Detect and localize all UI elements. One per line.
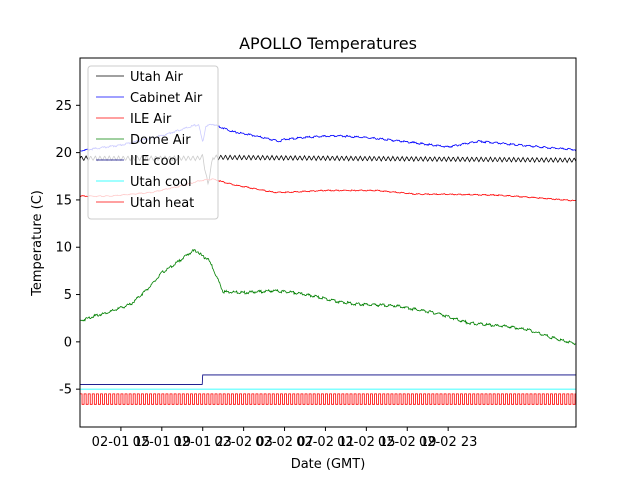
- y-tick-label: 15: [55, 193, 72, 208]
- y-tick-label: 20: [55, 146, 72, 161]
- series-line-dome-air: [80, 249, 576, 346]
- chart-title: APOLLO Temperatures: [239, 34, 417, 53]
- x-axis-label: Date (GMT): [291, 457, 366, 472]
- x-tick-label: 02-02 15: [337, 435, 395, 450]
- y-tick-label: -5: [59, 383, 72, 398]
- x-tick-label: 02-02 07: [255, 435, 313, 450]
- legend: Utah Air Cabinet Air ILE Air Dome Air ILE co…: [87, 65, 219, 220]
- legend-label: ILE Air: [130, 112, 172, 127]
- y-tick-label: 5: [64, 288, 72, 303]
- legend-label: Utah cool: [130, 175, 192, 190]
- legend-label: Utah heat: [130, 196, 194, 211]
- x-tick-label: 02-02 03: [214, 435, 272, 450]
- y-tick-label: 0: [64, 335, 72, 350]
- y-tick-label: 25: [55, 99, 72, 114]
- x-tick-label: 02-01 15: [92, 435, 150, 450]
- legend-label: Cabinet Air: [130, 91, 203, 106]
- series-line-ile-cool: [80, 374, 576, 385]
- x-tick-label: 02-01 23: [173, 435, 231, 450]
- plot-frame: [79, 57, 577, 428]
- legend-label: Utah Air: [130, 70, 183, 85]
- x-tick-label: 02-02 23: [419, 435, 477, 450]
- x-tick-label: 02-02 11: [296, 435, 354, 450]
- series-line-utah-heat: [80, 393, 576, 405]
- x-tick-label: 02-02 19: [378, 435, 436, 450]
- legend-label: Dome Air: [130, 133, 191, 148]
- legend-label: ILE cool: [130, 154, 180, 169]
- y-tick-label: 10: [55, 241, 72, 256]
- x-tick-label: 02-01 19: [133, 435, 191, 450]
- y-axis-label: Temperature (C): [30, 190, 45, 297]
